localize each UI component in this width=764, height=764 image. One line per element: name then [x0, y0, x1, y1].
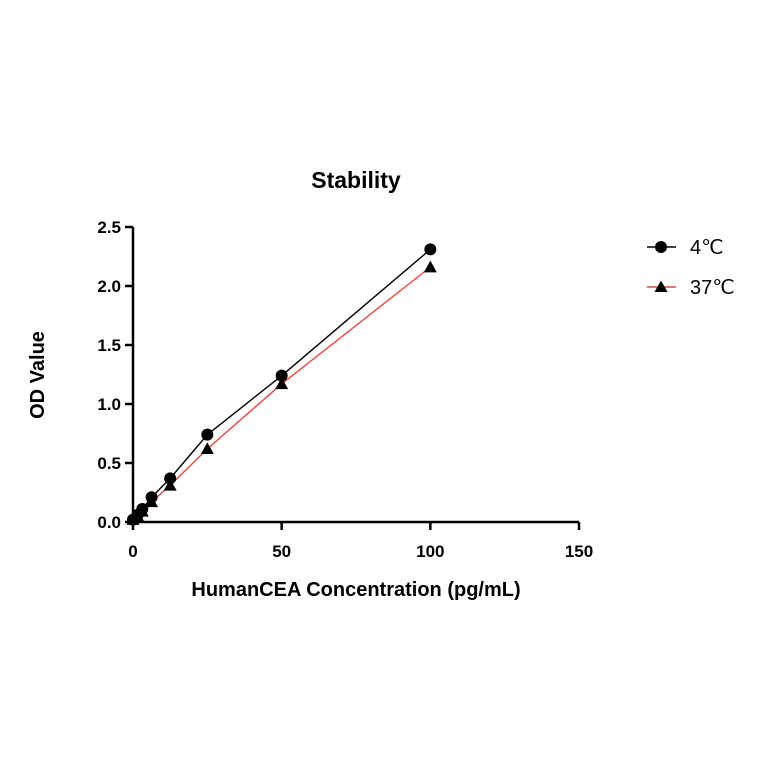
y-tick-label: 0.5 [97, 454, 121, 473]
y-tick-label: 0.0 [97, 513, 121, 532]
y-tick-label: 1.5 [97, 336, 121, 355]
x-tick-label: 50 [272, 542, 291, 561]
y-tick-label: 1.0 [97, 395, 121, 414]
y-tick-label: 2.0 [97, 277, 121, 296]
series-0-point [424, 243, 437, 256]
data-markers [126, 243, 437, 526]
legend: 4℃ 37℃ [647, 237, 735, 299]
series-1-point [163, 478, 177, 491]
series-1-point [200, 442, 214, 455]
x-tick-label: 0 [128, 542, 137, 561]
plot-area [126, 243, 437, 526]
legend-marker-triangle [654, 280, 668, 292]
x-axis-label: HumanCEA Concentration (pg/mL) [191, 579, 520, 601]
x-tick-label: 100 [416, 542, 444, 561]
legend-label-37c: 37℃ [690, 277, 735, 299]
series-0-point [164, 472, 177, 485]
series-1-point [275, 377, 289, 390]
legend-marker-circle [655, 241, 667, 253]
chart-title: Stability [311, 167, 401, 193]
legend-label-4c: 4℃ [690, 237, 724, 259]
series-1-point [423, 260, 437, 273]
x-tick-label: 150 [565, 542, 593, 561]
series-1-point [145, 495, 159, 508]
series-0-point [201, 428, 214, 441]
legend-item-37c: 37℃ [647, 277, 735, 299]
y-axis-label: OD Value [27, 331, 49, 419]
y-tick-label: 2.5 [97, 218, 121, 237]
series-0-point [275, 369, 288, 382]
series-1-fit-line [132, 266, 431, 521]
x-axis-ticks: 0 50 100 150 [128, 522, 593, 561]
series-1-point [135, 504, 149, 517]
y-axis-ticks: 0.0 0.5 1.0 1.5 2.0 2.5 [97, 218, 133, 532]
legend-item-4c: 4℃ [647, 237, 724, 259]
